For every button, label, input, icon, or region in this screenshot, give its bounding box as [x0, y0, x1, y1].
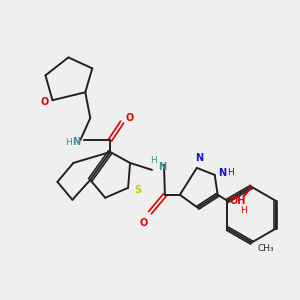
- Text: O: O: [40, 97, 49, 107]
- Text: N: N: [219, 168, 227, 178]
- Text: S: S: [134, 185, 142, 195]
- Text: H: H: [65, 137, 72, 146]
- Text: O: O: [140, 218, 148, 228]
- Text: O: O: [126, 113, 134, 123]
- Text: N: N: [158, 162, 166, 172]
- Text: N: N: [72, 137, 80, 147]
- Text: N: N: [195, 153, 203, 163]
- Text: OH: OH: [230, 196, 246, 206]
- Text: CH₃: CH₃: [257, 244, 274, 253]
- Text: H: H: [240, 206, 247, 215]
- Text: H: H: [151, 156, 158, 165]
- Text: H: H: [227, 168, 234, 177]
